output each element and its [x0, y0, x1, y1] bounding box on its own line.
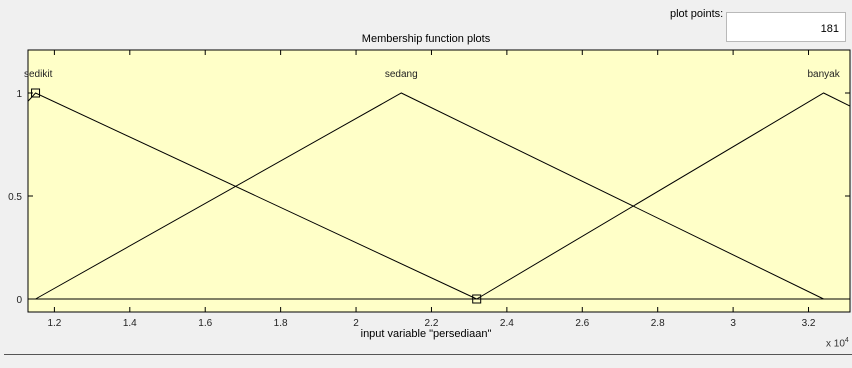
x-tick-label: 1.2: [47, 318, 61, 329]
x-tick-label: 2.8: [651, 318, 665, 329]
mf-curve-banyak[interactable]: [476, 92, 852, 300]
plot-area: [27, 49, 851, 313]
x-multiplier-exponent: 4: [844, 337, 849, 344]
mf-label-sedang: sedang: [385, 69, 418, 80]
x-tick-label: 3: [730, 318, 736, 329]
x-tick-label: 2.6: [575, 318, 589, 329]
x-tick-label: 1.8: [274, 318, 288, 329]
x-tick-label: 1.6: [198, 318, 212, 329]
selected-point-marker[interactable]: [31, 88, 41, 98]
plot-points-input[interactable]: 181: [726, 12, 846, 42]
y-tick-label: 0: [16, 295, 22, 306]
y-tick-label: 0.5: [8, 192, 22, 203]
x-tick-label: 2: [353, 318, 359, 329]
x-multiplier-base: x 10: [826, 338, 845, 350]
x-tick-label: 3.2: [802, 318, 816, 329]
mf-curve-sedikit[interactable]: [17, 92, 477, 300]
selected-point-marker[interactable]: [472, 294, 482, 304]
y-tick-label: 1: [16, 89, 22, 100]
x-axis-label: input variable "persediaan": [360, 328, 492, 340]
chart-title: Membership function plots: [361, 33, 491, 45]
mf-curve-sedang[interactable]: [35, 92, 824, 300]
x-axis-multiplier: x 104: [826, 337, 849, 349]
mf-label-banyak: banyak: [807, 69, 840, 80]
x-tick-label: 2.4: [500, 318, 514, 329]
bottom-divider: [4, 354, 852, 355]
plot-points-label: plot points:: [670, 8, 724, 20]
mf-label-sedikit: sedikit: [24, 69, 53, 80]
x-tick-label: 1.4: [123, 318, 137, 329]
x-tick-label: 2.2: [425, 318, 439, 329]
